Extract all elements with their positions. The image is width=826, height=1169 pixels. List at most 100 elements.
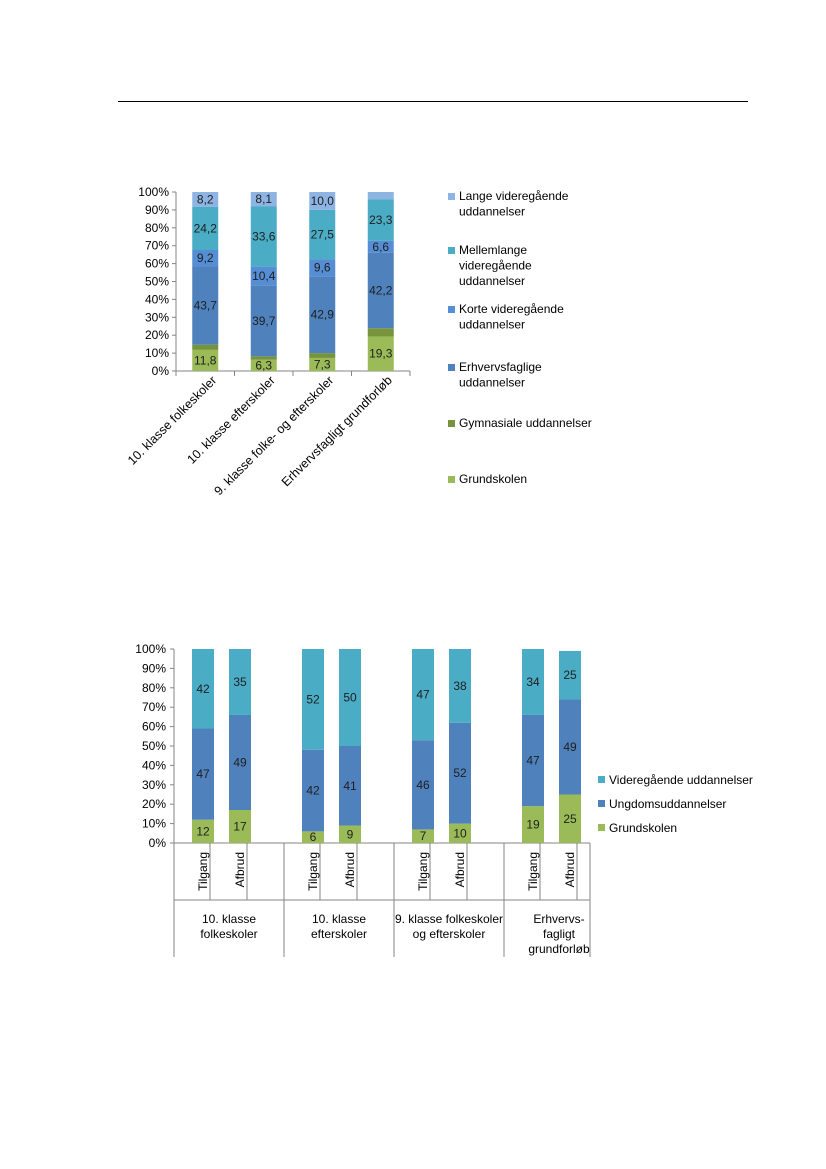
data-label: 33,6 bbox=[252, 230, 276, 244]
bar-ungdomsuddannelser bbox=[449, 722, 471, 824]
data-label: 10,0 bbox=[311, 194, 335, 208]
data-label: 9,6 bbox=[314, 261, 331, 275]
legend-label: uddannelser bbox=[459, 318, 525, 332]
y-tick-label: 80% bbox=[145, 221, 169, 235]
legend-label: Mellemlange bbox=[459, 243, 527, 257]
bar-mellemlange-videregående-uddannelser bbox=[309, 209, 336, 260]
legend-swatch bbox=[448, 476, 455, 483]
legend-label: Korte videregående bbox=[459, 302, 564, 316]
top-rule bbox=[118, 101, 748, 102]
group-label: fagligt bbox=[543, 927, 576, 941]
group-label: efterskoler bbox=[311, 927, 367, 941]
bar-grundskolen bbox=[412, 829, 434, 843]
bar-grundskolen bbox=[250, 359, 277, 371]
y-tick-label: 10% bbox=[142, 817, 166, 831]
data-label: 43,7 bbox=[194, 299, 218, 313]
data-label: 10 bbox=[453, 826, 467, 840]
bar-gymnasiale-uddannelser bbox=[192, 344, 219, 350]
legend-swatch bbox=[598, 824, 605, 831]
data-label: 35 bbox=[233, 675, 247, 689]
data-label: 8,1 bbox=[255, 192, 272, 206]
data-label: 39,7 bbox=[252, 314, 276, 328]
bar-videregående-uddannelser bbox=[412, 649, 434, 741]
data-label: 9,2 bbox=[197, 251, 214, 265]
data-label: 42,9 bbox=[311, 308, 335, 322]
data-label: 52 bbox=[453, 766, 467, 780]
bar-ungdomsuddannelser bbox=[412, 740, 434, 830]
group-label: Erhvervs- bbox=[533, 912, 584, 926]
legend-label: uddannelser bbox=[459, 376, 525, 390]
y-tick-label: 10% bbox=[145, 346, 169, 360]
bar-korte-videregående-uddannelser bbox=[192, 249, 219, 267]
legend-swatch bbox=[448, 193, 455, 200]
bar-grundskolen bbox=[449, 823, 471, 843]
bar-gymnasiale-uddannelser bbox=[250, 356, 277, 360]
bar-ungdomsuddannelser bbox=[229, 714, 251, 811]
legend-swatch bbox=[448, 306, 455, 313]
legend-swatch bbox=[598, 800, 605, 807]
legend-swatch bbox=[448, 364, 455, 371]
x-category-label: Tilgang bbox=[306, 852, 320, 891]
y-tick-label: 70% bbox=[142, 700, 166, 714]
data-label: 25 bbox=[563, 812, 577, 826]
y-tick-label: 30% bbox=[145, 310, 169, 324]
y-tick-label: 100% bbox=[135, 642, 166, 656]
x-category-label: Afbrud bbox=[563, 852, 577, 887]
y-tick-label: 60% bbox=[145, 257, 169, 271]
legend-label: uddannelser bbox=[459, 274, 525, 288]
data-label: 47 bbox=[196, 767, 210, 781]
legend-label: Gymnasiale uddannelser bbox=[459, 416, 592, 430]
y-tick-label: 0% bbox=[149, 836, 167, 850]
legend-label: uddannelser bbox=[459, 205, 525, 219]
bar-gymnasiale-uddannelser bbox=[309, 353, 336, 358]
bar-erhvervsfaglige-uddannelser bbox=[250, 285, 277, 357]
bar-videregående-uddannelser bbox=[449, 649, 471, 723]
y-tick-label: 20% bbox=[145, 328, 169, 342]
data-label: 47 bbox=[526, 754, 540, 768]
bar-videregående-uddannelser bbox=[302, 649, 324, 750]
legend-swatch bbox=[448, 247, 455, 254]
bar-ungdomsuddannelser bbox=[192, 728, 214, 820]
bar-ungdomsuddannelser bbox=[302, 749, 324, 832]
x-category-label: Afbrud bbox=[453, 852, 467, 887]
data-label: 42 bbox=[196, 682, 210, 696]
data-label: 12 bbox=[196, 824, 210, 838]
group-label: grundforløb bbox=[528, 942, 590, 956]
data-label: 7 bbox=[420, 829, 427, 843]
bar-grundskolen bbox=[339, 825, 361, 843]
bar-videregående-uddannelser bbox=[339, 649, 361, 746]
group-label: 9. klasse folkeskoler bbox=[395, 912, 503, 926]
data-label: 11,8 bbox=[194, 353, 217, 367]
bar-grundskolen bbox=[229, 810, 251, 843]
chart-education-by-origin: 0% 10% 20% 30% 40% 50% 60% 70% 80% 90% 100% 11,8 43,… bbox=[125, 185, 592, 498]
data-label: 17 bbox=[233, 820, 247, 834]
data-label: 42 bbox=[306, 784, 320, 798]
data-label: 25 bbox=[563, 668, 577, 682]
bar-grundskolen bbox=[192, 349, 219, 371]
data-label: 41 bbox=[343, 779, 357, 793]
data-label: 49 bbox=[233, 755, 247, 769]
group-label: 10. klasse bbox=[202, 912, 256, 926]
y-tick-label: 20% bbox=[142, 797, 166, 811]
bar-gymnasiale-uddannelser bbox=[367, 328, 394, 337]
legend-label: videregående bbox=[459, 259, 532, 273]
data-label: 9 bbox=[347, 827, 354, 841]
bar-ungdomsuddannelser bbox=[559, 699, 581, 795]
legend-swatch bbox=[448, 420, 455, 427]
y-tick-label: 50% bbox=[145, 275, 169, 289]
legend-label: Grundskolen bbox=[459, 472, 527, 486]
bar-lange-videregående-uddannelser bbox=[192, 192, 219, 207]
x-category-label: Afbrud bbox=[233, 852, 247, 887]
bar-videregående-uddannelser bbox=[229, 649, 251, 715]
group-label: og efterskoler bbox=[413, 927, 486, 941]
data-label: 46 bbox=[416, 778, 430, 792]
data-label: 10,4 bbox=[252, 269, 276, 283]
data-label: 23,3 bbox=[369, 213, 393, 227]
y-tick-label: 30% bbox=[142, 778, 166, 792]
bar-videregående-uddannelser bbox=[559, 650, 581, 700]
data-label: 42,2 bbox=[369, 283, 393, 297]
y-tick-label: 100% bbox=[138, 185, 169, 199]
x-category-label: Tilgang bbox=[196, 852, 210, 891]
bar-videregående-uddannelser bbox=[192, 649, 214, 729]
